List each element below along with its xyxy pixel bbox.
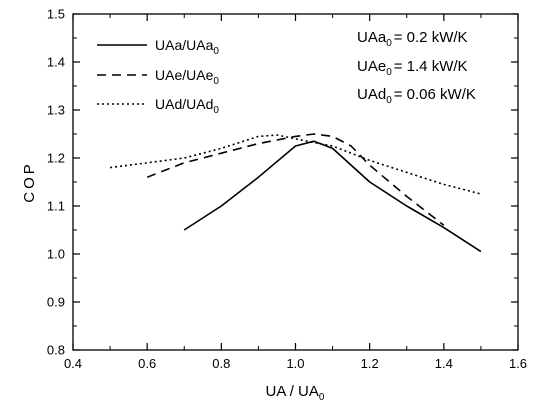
legend-label-uad: UAd/UAd0 [155,96,219,116]
y-tick-label: 0.9 [47,295,65,310]
annotation-uad: UAd0 = 0.06 kW/K [357,86,476,106]
legend-label-uae: UAe/UAe0 [155,67,219,87]
legend-label-uaa: UAa/UAa0 [155,37,219,57]
series-line-uaa [183,140,482,253]
y-tick-label: 0.8 [47,343,65,358]
y-tick-label: 1.2 [47,151,65,166]
y-tick-label: 1.0 [47,247,65,262]
y-tick-label: 1.4 [47,55,65,70]
legend: UAa/UAa0 UAe/UAe0 UAd/UAd0 [97,37,219,116]
annotation-uae: UAe0 = 1.4 kW/K [357,58,468,78]
x-tick-label: 1.6 [509,356,527,371]
annotation-uaa: UAa0 = 0.2 kW/K [357,29,468,49]
y-tick-label: 1.1 [47,199,65,214]
x-tick-label: 0.4 [64,356,82,371]
y-axis-title: COP [21,161,38,203]
series-layer [109,133,482,253]
y-tick-label: 1.5 [47,7,65,22]
series-line-uad [109,134,482,195]
x-axis-title: UA / UA0 [266,383,325,403]
x-tick-label: 0.6 [138,356,156,371]
x-tick-label: 1.4 [435,356,453,371]
parameter-annotations: UAa0 = 0.2 kW/K UAe0 = 1.4 kW/K UAd0 = 0.06… [357,29,476,106]
y-tick-label: 1.3 [47,103,65,118]
tick-layer: 0.4 0.6 0.8 1.0 1.2 1.4 1.6 0.8 0.9 1.0 1.1 1.2 1.3 1… [47,7,527,372]
series-line-uae [146,133,445,226]
x-tick-label: 1.0 [286,356,304,371]
x-tick-label: 1.2 [361,356,379,371]
x-tick-label: 0.8 [212,356,230,371]
